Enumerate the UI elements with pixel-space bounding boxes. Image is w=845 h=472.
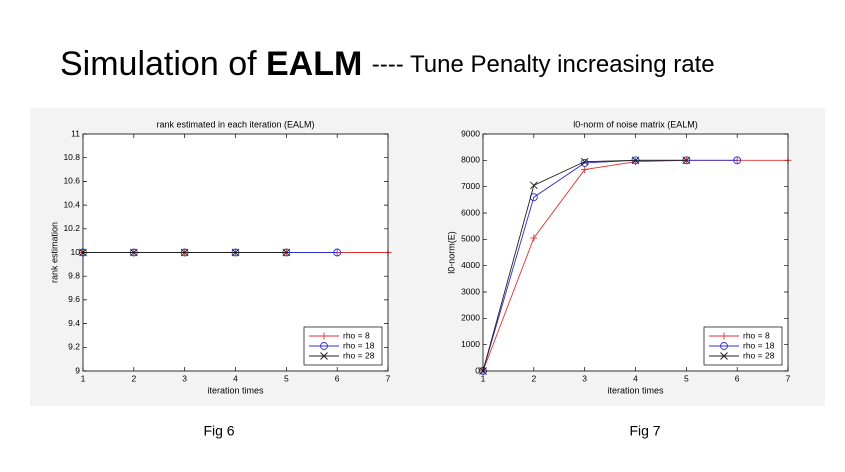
marker — [130, 248, 138, 257]
x-tick-label: 2 — [131, 373, 136, 383]
marker — [282, 248, 291, 257]
plot-frame — [482, 133, 789, 372]
y-tick-label: 4000 — [461, 260, 480, 270]
y-tick-label: 9.2 — [68, 342, 80, 352]
y-tick-label: 6000 — [461, 207, 480, 217]
legend-marker — [320, 342, 328, 350]
legend-marker — [320, 352, 328, 360]
legend-label: rho = 8 — [743, 330, 770, 340]
y-tick-label: 9.4 — [68, 318, 80, 328]
legend-label: rho = 28 — [343, 350, 375, 360]
x-axis-label: iteration times — [607, 385, 664, 395]
x-tick-label: 6 — [735, 373, 740, 383]
y-tick-label: 8000 — [461, 155, 480, 165]
marker — [333, 248, 342, 257]
marker — [231, 248, 240, 257]
y-axis-label: l0-norm(E) — [446, 231, 456, 274]
x-tick-label: 2 — [531, 373, 536, 383]
legend-marker — [720, 352, 728, 360]
x-tick-label: 4 — [233, 373, 238, 383]
y-tick-label: 10 — [71, 247, 81, 257]
x-tick-label: 7 — [386, 373, 391, 383]
y-tick-label: 7000 — [461, 181, 480, 191]
x-tick-label: 3 — [182, 373, 187, 383]
y-tick-label: 11 — [71, 128, 80, 138]
y-tick-label: 1000 — [461, 339, 480, 349]
marker — [631, 156, 640, 165]
title-emphasis: EALM — [266, 45, 362, 83]
y-axis-label: rank estimation — [49, 222, 59, 283]
legend-label: rho = 18 — [743, 340, 775, 350]
series-line — [482, 159, 738, 372]
x-tick-label: 6 — [335, 373, 340, 383]
y-tick-label: 2000 — [461, 313, 480, 323]
title-suffix: ---- Tune Penalty increasing rate — [372, 51, 715, 78]
marker — [733, 156, 742, 165]
marker — [581, 166, 589, 174]
x-axis-label: iteration times — [207, 385, 264, 395]
y-tick-label: 10.4 — [63, 199, 80, 209]
plot-frame — [82, 133, 389, 372]
slide-title: Simulation of EALM ---- Tune Penalty inc… — [60, 45, 715, 83]
x-tick-label: 1 — [481, 373, 486, 383]
legend-label: rho = 28 — [743, 350, 775, 360]
legend-marker — [720, 342, 728, 350]
marker — [180, 248, 189, 257]
marker — [530, 181, 538, 190]
y-tick-label: 0 — [475, 365, 480, 375]
y-tick-label: 9 — [75, 365, 80, 375]
y-tick-label: 9.8 — [68, 270, 80, 280]
x-tick-label: 4 — [633, 373, 638, 383]
x-tick-label: 7 — [786, 373, 791, 383]
marker — [682, 156, 691, 165]
x-tick-label: 5 — [284, 373, 289, 383]
y-tick-label: 10.2 — [63, 223, 80, 233]
legend-marker — [320, 332, 328, 340]
marker — [530, 234, 538, 242]
x-tick-label: 3 — [582, 373, 587, 383]
y-tick-label: 3000 — [461, 286, 480, 296]
y-tick-label: 10.6 — [63, 176, 80, 186]
y-tick-label: 9.6 — [68, 294, 80, 304]
marker — [580, 157, 589, 166]
y-tick-label: 10.8 — [63, 152, 80, 162]
chart-title: rank estimated in each iteration (EALM) — [156, 119, 314, 129]
caption: Fig 7 — [629, 423, 660, 439]
legend-marker — [720, 332, 728, 340]
y-tick-label: 5000 — [461, 234, 480, 244]
caption: Fig 6 — [203, 423, 234, 439]
x-tick-label: 5 — [684, 373, 689, 383]
chart-title: l0-norm of noise matrix (EALM) — [573, 119, 698, 129]
legend-label: rho = 18 — [343, 340, 375, 350]
y-tick-label: 9000 — [461, 128, 480, 138]
legend-label: rho = 8 — [343, 330, 370, 340]
title-prefix: Simulation of — [60, 45, 257, 83]
x-tick-label: 1 — [81, 373, 86, 383]
